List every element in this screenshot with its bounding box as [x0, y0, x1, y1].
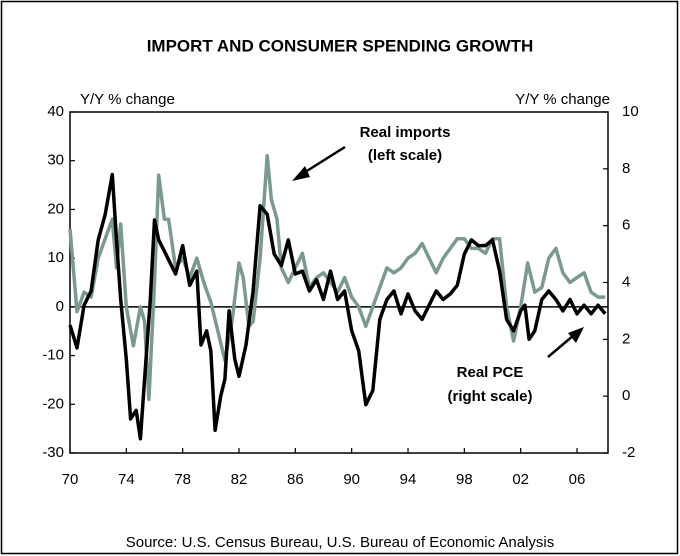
- y2-tick-label: 6: [622, 217, 630, 234]
- line-series: [68, 172, 607, 441]
- x-tick-label: 98: [456, 471, 473, 488]
- y2-tick-label: 0: [622, 387, 630, 404]
- y-axis-label: Y/Y % change: [80, 91, 175, 108]
- chart-title: IMPORT AND CONSUMER SPENDING GROWTH: [147, 36, 534, 55]
- y-tick-label: 0: [56, 298, 64, 315]
- y2-tick-label: -2: [622, 444, 635, 461]
- y-tick-label: 20: [47, 200, 64, 217]
- y-tick-label: -10: [42, 347, 64, 364]
- x-tick-label: 06: [569, 471, 586, 488]
- x-tick-label: 70: [62, 471, 79, 488]
- y2-tick-label: 8: [622, 160, 630, 177]
- y-tick-label: 10: [47, 249, 64, 266]
- x-tick-label: 90: [343, 471, 360, 488]
- y2-tick-label: 4: [622, 273, 630, 290]
- x-tick-label: 94: [400, 471, 417, 488]
- x-tick-label: 78: [174, 471, 191, 488]
- annotation: (left scale): [368, 147, 442, 164]
- y2-axis-label: Y/Y % change: [515, 91, 610, 108]
- x-tick-label: 74: [118, 471, 135, 488]
- y-tick-label: 30: [47, 152, 64, 169]
- annotation: Real PCE: [457, 364, 524, 381]
- annotation: Real imports: [360, 124, 451, 141]
- arrow: [547, 327, 584, 358]
- y-tick-label: -30: [42, 444, 64, 461]
- y2-tick-label: 10: [622, 103, 639, 120]
- x-tick-label: 82: [231, 471, 248, 488]
- x-tick-label: 86: [287, 471, 304, 488]
- y-tick-label: -20: [42, 395, 64, 412]
- arrow: [292, 145, 346, 181]
- y2-tick-label: 2: [622, 330, 630, 347]
- y-tick-label: 40: [47, 103, 64, 120]
- x-tick-label: 02: [512, 471, 529, 488]
- annotation: (right scale): [447, 388, 532, 405]
- source-note: Source: U.S. Census Bureau, U.S. Bureau …: [126, 534, 555, 551]
